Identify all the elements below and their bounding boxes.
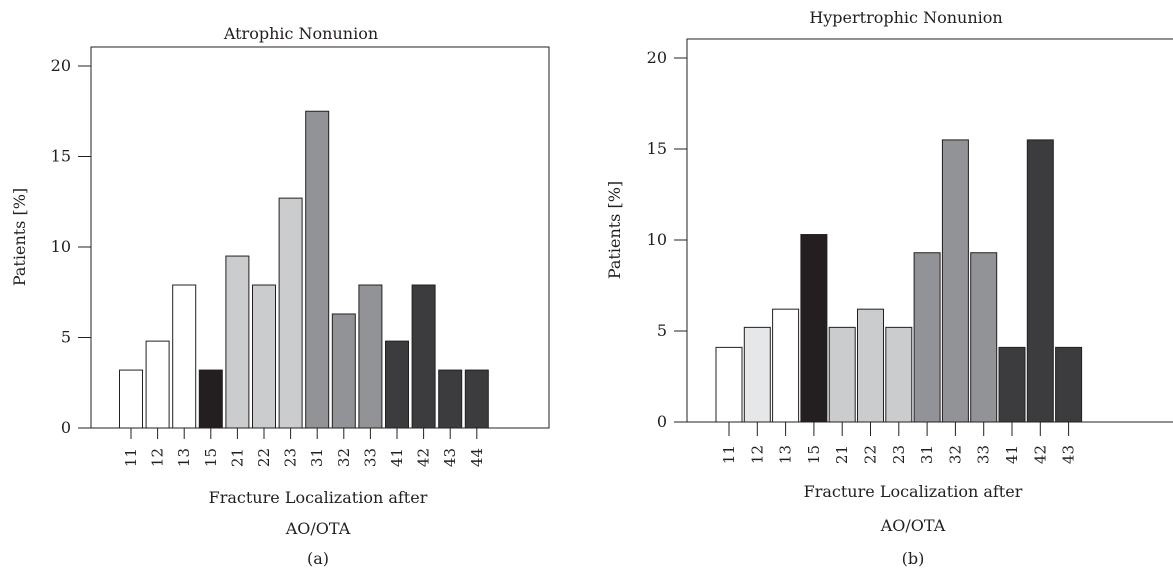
bar-11 [119,369,143,429]
bar-12 [743,326,771,423]
bar-21 [828,326,856,423]
y-tick-label: 15 [51,147,71,166]
x-tick-label: 11 [720,445,738,464]
x-tick-label: 43 [1060,445,1078,464]
bar-series [715,139,1083,423]
chart-title: Atrophic Nonunion [223,24,378,43]
x-tick-label: 13 [777,445,795,464]
bar-12 [145,340,170,429]
bar-43 [438,369,463,429]
x-axis-label-line1: Fracture Localization after [209,488,428,507]
bar-21 [225,255,250,429]
bar-42 [411,284,436,429]
bar-23 [885,326,913,423]
bar-11 [715,346,743,423]
x-tick-label: 23 [890,445,908,464]
x-tick-label: 15 [805,445,823,464]
x-axis: 11 12 13 15 21 22 23 31 32 33 41 42 43 [720,422,1078,464]
bar-41 [385,340,409,429]
y-axis: 0 5 10 15 20 [51,56,91,437]
panel-caption: (a) [307,549,329,568]
x-axis-label-line2: AO/OTA [880,516,946,535]
x-tick-label: 22 [862,445,880,464]
x-tick-label: 21 [833,445,851,464]
y-tick-label: 20 [647,48,667,67]
bar-23 [278,197,303,429]
bar-33 [970,252,998,423]
x-tick-label: 41 [388,448,406,467]
x-tick-label: 15 [202,448,220,467]
x-tick-label: 42 [1031,445,1049,464]
bar-13 [772,308,800,423]
y-axis: 0 5 10 15 20 [647,48,687,431]
y-tick-label: 10 [647,230,667,249]
x-tick-label: 31 [918,445,936,464]
x-tick-label: 12 [149,448,167,467]
bar-13 [172,284,197,429]
y-tick-label: 10 [51,237,71,256]
x-tick-label: 13 [175,448,193,467]
x-tick-label: 11 [122,448,140,467]
x-tick-label: 42 [415,448,433,467]
chart-title: Hypertrophic Nonunion [809,8,1002,27]
hypertrophic-nonunion-chart: Hypertrophic Nonunion 0 5 10 15 20 11 12 13 15 2… [605,8,1173,568]
bar-44 [464,369,489,429]
bar-32 [331,313,356,429]
x-tick-label: 22 [255,448,273,467]
chart-panel-hypertrophic: Hypertrophic Nonunion 0 5 10 15 20 11 12 13 15 2… [598,0,1173,572]
y-tick-label: 0 [61,418,71,437]
x-tick-label: 33 [361,448,379,467]
x-axis-label-line2: AO/OTA [285,519,351,538]
x-axis-label-line1: Fracture Localization after [804,482,1023,501]
bar-42 [1026,139,1054,423]
y-tick-label: 0 [657,412,667,431]
y-axis-label: Patients [%] [10,188,29,286]
x-tick-label: 21 [228,448,246,467]
bar-32 [941,139,969,423]
y-tick-label: 15 [647,139,667,158]
panel-caption: (b) [902,549,925,568]
bar-43 [1055,346,1083,423]
x-tick-label: 31 [308,448,326,467]
x-tick-label: 33 [975,445,993,464]
y-axis-label: Patients [%] [605,181,624,279]
bar-22 [252,284,276,429]
x-tick-label: 12 [748,445,766,464]
bar-41 [998,346,1026,423]
bar-15 [800,234,828,423]
y-tick-label: 5 [61,328,71,347]
chart-panel-atrophic: Atrophic Nonunion 0 5 10 15 20 11 12 13 15 21 22 2… [0,0,586,572]
bar-series [119,110,489,429]
x-tick-label: 44 [468,448,486,467]
bar-15 [198,369,223,429]
bar-22 [857,308,884,423]
y-tick-label: 5 [657,321,667,340]
bar-31 [305,110,330,429]
bar-33 [358,284,383,429]
y-tick-label: 20 [51,56,71,75]
x-axis: 11 12 13 15 21 22 23 31 32 33 41 42 43 44 [122,428,486,467]
bar-31 [913,252,941,423]
x-tick-label: 32 [946,445,964,464]
x-tick-label: 32 [335,448,353,467]
atrophic-nonunion-chart: Atrophic Nonunion 0 5 10 15 20 11 12 13 15 21 22 2… [10,24,550,568]
x-tick-label: 43 [441,448,459,467]
x-tick-label: 23 [282,448,300,467]
x-tick-label: 41 [1003,445,1021,464]
